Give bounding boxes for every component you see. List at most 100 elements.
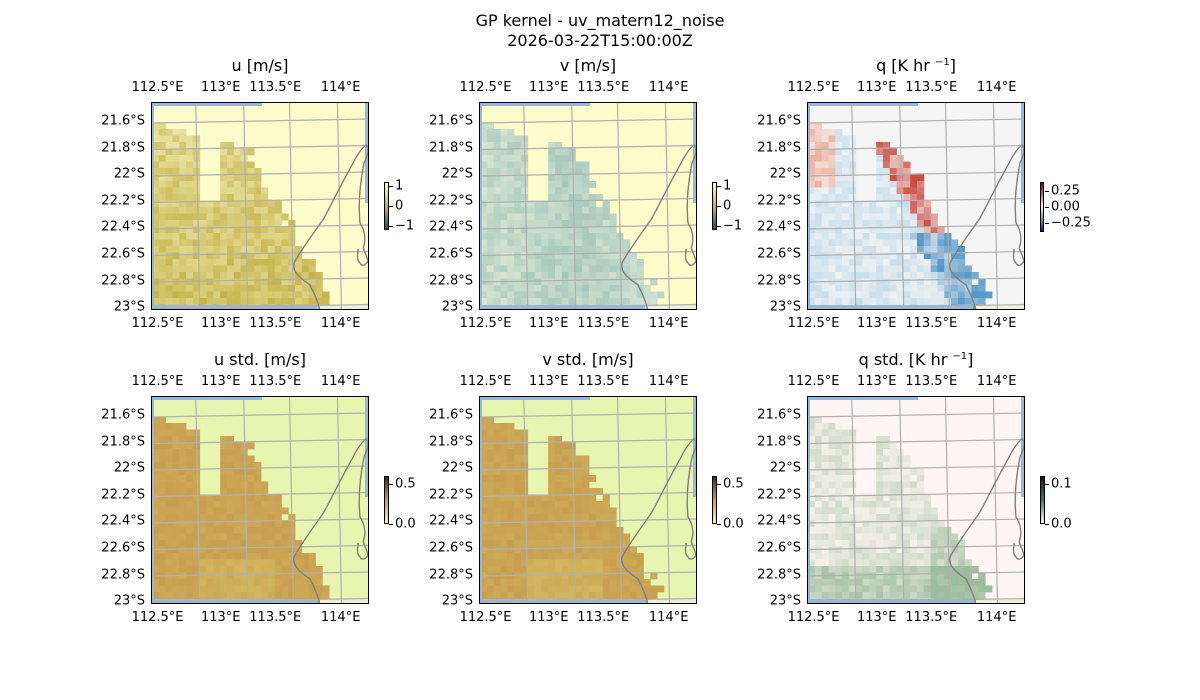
heatmap-cell: [493, 514, 501, 521]
heatmap-cell: [889, 585, 897, 593]
heatmap-cell: [896, 220, 904, 227]
heatmap-cell: [944, 291, 952, 299]
heatmap-cell: [835, 213, 843, 221]
heatmap-cell: [561, 291, 569, 299]
heatmap-cell: [206, 527, 214, 534]
heatmap-cell: [910, 187, 918, 195]
heatmap-cell: [281, 246, 289, 253]
colorbar-tick-mark: [1045, 191, 1049, 193]
colorbar-tick-mark: [389, 226, 393, 227]
x-tick-label-bottom: 113°E: [200, 316, 241, 331]
heatmap-cell: [281, 566, 289, 573]
grid-line-lat: [808, 465, 1024, 471]
grid-line-lat: [480, 544, 696, 551]
heatmap-cell: [158, 579, 167, 586]
heatmap-cell: [930, 298, 938, 305]
heatmap-cell: [575, 168, 583, 175]
heatmap-cell: [821, 533, 829, 541]
heatmap-cell: [896, 475, 904, 482]
heatmap-cell: [951, 291, 959, 299]
heatmap-cell: [240, 572, 248, 580]
heatmap-cell: [917, 200, 925, 208]
heatmap-cell: [842, 585, 850, 593]
heatmap-cell: [514, 520, 522, 528]
heatmap-cell: [507, 181, 515, 188]
heatmap-cell: [179, 298, 187, 305]
heatmap-cell: [179, 592, 187, 599]
heatmap-cell: [240, 520, 248, 528]
heatmap-cell: [957, 259, 966, 266]
heatmap-cell: [486, 507, 495, 515]
heatmap-cell: [152, 239, 160, 247]
heatmap-cell: [534, 507, 542, 515]
heatmap-cell: [609, 226, 617, 234]
x-tick-label-top: 112.5°E: [787, 374, 840, 389]
heatmap-cell: [254, 174, 262, 182]
heatmap-cell: [152, 213, 160, 221]
heatmap-cell: [281, 213, 289, 221]
heatmap-cell: [520, 252, 529, 260]
heatmap-cell: [226, 566, 235, 573]
heatmap-cell: [930, 514, 938, 521]
heatmap-cell: [636, 298, 644, 305]
heatmap-cell: [828, 494, 836, 502]
heatmap-cell: [254, 168, 262, 175]
heatmap-cell: [226, 449, 235, 456]
heatmap-cell: [308, 553, 316, 560]
heatmap-cell: [889, 278, 897, 286]
heatmap-cell: [814, 423, 823, 430]
heatmap-cell: [274, 553, 282, 560]
heatmap-cell: [233, 475, 241, 482]
heatmap-cell: [233, 187, 241, 195]
heatmap-cell: [957, 540, 966, 547]
heatmap-cell: [206, 566, 214, 573]
heatmap-cell: [808, 200, 816, 208]
heatmap-cell: [561, 207, 569, 214]
heatmap-cell: [500, 533, 508, 541]
heatmap-cell: [896, 566, 904, 573]
heatmap-cell: [917, 481, 925, 489]
heatmap-cell: [233, 259, 241, 266]
heatmap-cell: [186, 462, 194, 469]
heatmap-cell: [862, 592, 870, 599]
heatmap-cell: [896, 168, 904, 175]
heatmap-cell: [500, 546, 508, 554]
heatmap-cell: [295, 265, 303, 273]
heatmap-cell: [220, 246, 228, 253]
heatmap-cell: [254, 507, 262, 515]
heatmap-cell: [507, 449, 515, 456]
heatmap-cell: [158, 135, 167, 143]
heatmap-cell: [186, 566, 194, 573]
heatmap-cell: [520, 566, 529, 573]
heatmap-cell: [808, 566, 816, 573]
heatmap-cell: [889, 226, 897, 234]
heatmap-cell: [192, 187, 201, 195]
heatmap-cell: [862, 226, 870, 234]
heatmap-cell: [582, 226, 590, 234]
heatmap-cell: [493, 488, 501, 495]
heatmap-cell: [315, 285, 323, 292]
heatmap-cell: [480, 514, 488, 521]
heatmap-cell: [486, 220, 495, 227]
heatmap-cell: [889, 168, 897, 175]
land-area: [648, 305, 696, 309]
heatmap-cell: [254, 488, 262, 495]
heatmap-cell: [534, 553, 542, 560]
heatmap-cell: [903, 494, 911, 502]
heatmap-cell: [486, 226, 495, 234]
heatmap-cell: [315, 272, 323, 279]
heatmap-cell: [882, 527, 891, 534]
x-tick-label-bottom: 113.5°E: [905, 610, 958, 625]
grid-line-lat: [808, 171, 1024, 177]
heatmap-cell: [233, 148, 241, 156]
heatmap-cell: [835, 194, 843, 201]
heatmap-cell: [835, 423, 843, 430]
heatmap-cell: [152, 122, 160, 130]
heatmap-cell: [923, 213, 932, 221]
heatmap-cell: [220, 494, 228, 502]
heatmap-cell: [261, 488, 269, 495]
heatmap-cell: [582, 220, 590, 227]
heatmap-cell: [186, 592, 194, 599]
heatmap-cell: [869, 246, 877, 253]
heatmap-cell: [650, 585, 658, 593]
